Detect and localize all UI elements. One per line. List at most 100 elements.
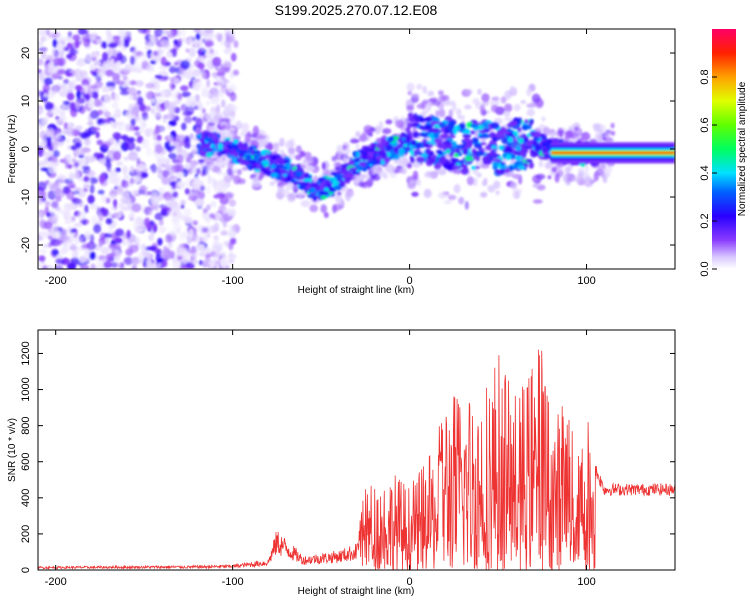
spectrogram-cell	[109, 252, 116, 257]
spectrogram-cell	[204, 100, 212, 106]
spectrogram-cell	[214, 212, 222, 221]
spectrogram-cell	[214, 137, 220, 144]
spectrogram-cell	[152, 80, 160, 91]
spectrogram-cell	[304, 165, 315, 172]
spectrogram-cell	[63, 78, 70, 85]
spectrogram-cell	[335, 162, 341, 167]
spectrogram-cell	[518, 165, 526, 170]
spectrogram-cell	[216, 104, 221, 114]
spectrogram-cell	[180, 85, 189, 92]
spectrogram-cell	[166, 209, 176, 217]
spectrogram-cell	[120, 78, 131, 88]
spectrogram-cell	[79, 236, 84, 244]
spectrogram-cell	[483, 128, 490, 133]
spectrogram-cell	[47, 146, 54, 151]
spectrogram-cell	[230, 105, 238, 112]
spectrogram-cell	[131, 203, 142, 213]
spectrogram-cell	[135, 146, 141, 152]
spectrogram-cell	[378, 120, 384, 131]
spectrogram-cell	[76, 70, 81, 77]
spectrogram-cell	[198, 260, 204, 266]
spectrogram-cell	[51, 90, 57, 96]
spectrogram-cell	[128, 244, 139, 253]
spectrogram-cell	[423, 188, 432, 198]
spectrogram-cell	[168, 120, 177, 127]
spectrogram-cell	[164, 196, 175, 202]
y-tick-label: -20	[20, 237, 32, 253]
spectrogram-cell	[397, 137, 403, 143]
spectrogram-cell	[75, 60, 85, 67]
spectrogram-cell	[70, 215, 76, 222]
spectrogram-cell	[603, 132, 611, 139]
spectrogram-cell	[302, 178, 311, 182]
spectrogram-cell	[47, 190, 57, 201]
spectrogram-cell	[470, 123, 479, 128]
spectrogram-cell	[180, 199, 186, 206]
spectrogram-cell	[107, 212, 114, 218]
spectrogram-cell	[161, 156, 168, 164]
spectrogram-cell	[526, 141, 533, 147]
spectrogram-cell	[594, 132, 600, 141]
spectrogram-cell	[411, 191, 419, 197]
spectrogram-cell	[173, 39, 178, 45]
spectrogram-cell	[108, 174, 117, 184]
spectrogram-cell	[115, 161, 124, 166]
spectrogram-cell	[161, 177, 170, 185]
spectrogram-cell	[116, 185, 123, 193]
spectrogram-cell	[172, 191, 179, 199]
spectrogram-cell	[374, 164, 382, 175]
spectrogram-cell	[91, 91, 98, 99]
spectrogram-cell	[98, 240, 104, 247]
spectrogram-cell	[300, 200, 311, 208]
spectrogram-cell	[225, 120, 231, 131]
spectrogram-cell	[54, 265, 64, 269]
spectrogram-cell	[230, 52, 237, 62]
spectrogram-cell	[149, 34, 155, 42]
spectrogram-cell	[64, 36, 75, 42]
spectrogram-cell	[321, 162, 326, 170]
spectrogram-cell	[223, 47, 232, 55]
spectrogram-cell	[448, 100, 457, 107]
spectrogram-cell	[412, 170, 419, 181]
spectrogram-cell	[457, 115, 466, 120]
spectrogram-cell	[576, 173, 582, 182]
spectrogram-cell	[157, 262, 162, 267]
spectrogram-cell	[166, 112, 176, 121]
spectrogram-cell	[146, 261, 155, 269]
spectrogram-cell	[212, 56, 222, 67]
spectrogram-cell	[221, 66, 231, 73]
spectrogram-cell	[386, 144, 393, 151]
spectrogram-cell	[204, 253, 211, 259]
spectrogram-cell	[95, 38, 103, 44]
spectrogram-cell	[98, 174, 106, 184]
spectrogram-cell	[185, 99, 191, 107]
spectrogram-cell	[224, 193, 234, 200]
spectrogram-cell	[152, 223, 158, 233]
spectrogram-cell	[144, 105, 151, 112]
spectrogram-cell	[510, 181, 518, 190]
spectrogram-cell	[220, 118, 231, 123]
spectrogram-cell	[491, 145, 497, 149]
spectrogram-cell	[85, 170, 96, 178]
spectrogram-cell	[228, 199, 237, 207]
spectrogram-cell	[122, 75, 128, 81]
spectrogram-cell	[454, 148, 460, 154]
spectrogram-cell	[96, 258, 105, 266]
spectrogram-cell	[165, 233, 173, 243]
spectrogram-cell	[173, 61, 180, 66]
spectrogram-cell	[466, 176, 474, 186]
spectrogram-cell	[325, 181, 331, 186]
spectrogram-cell	[195, 117, 203, 128]
spectrogram-cell	[222, 62, 230, 69]
spectrogram-cell	[45, 29, 50, 36]
spectrogram-cell	[121, 179, 129, 189]
spectrogram-cell	[416, 151, 424, 156]
spectrogram-cell	[192, 82, 201, 91]
y-tick-label: 600	[20, 453, 32, 471]
spectrogram-cell	[79, 264, 90, 269]
spectrogram-cell	[191, 179, 201, 190]
spectrogram-cell	[483, 156, 490, 164]
spectrogram-cell	[117, 262, 122, 267]
spectrogram-cell	[264, 143, 274, 151]
spectrogram-cell	[406, 82, 415, 92]
